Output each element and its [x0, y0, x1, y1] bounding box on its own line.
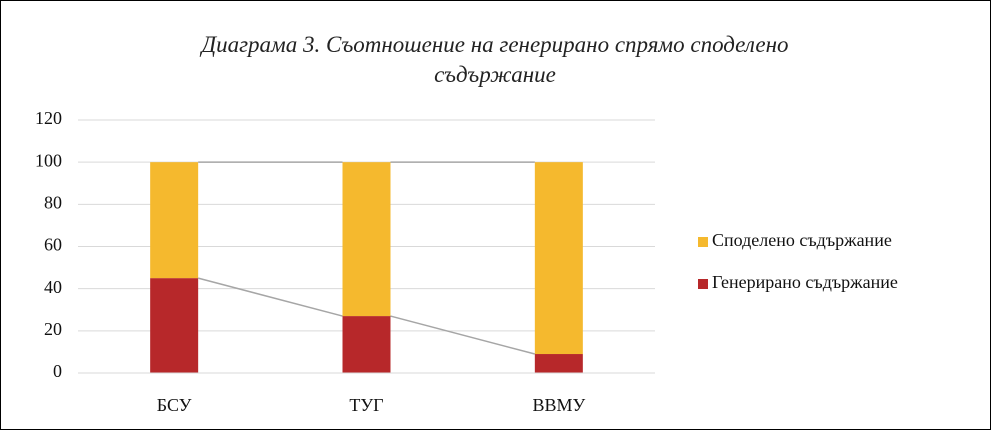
bar-segment: [150, 162, 199, 279]
legend-swatch: [698, 237, 708, 247]
x-tick-label: ВВМУ: [532, 395, 585, 415]
bar-segment: [342, 162, 391, 317]
y-tick-label: 0: [53, 361, 62, 381]
y-tick-label: 120: [35, 108, 62, 128]
chart-title: Диаграма 3. Съотношение на генерирано сп…: [201, 32, 789, 87]
bar-segment: [534, 354, 583, 373]
series-line: [390, 315, 536, 355]
bar-segment: [342, 316, 391, 373]
y-tick-label: 40: [44, 277, 62, 297]
x-tick-label: БСУ: [157, 395, 192, 415]
bar-segment: [150, 278, 199, 373]
y-tick-label: 100: [35, 150, 62, 170]
y-tick-label: 80: [44, 192, 62, 212]
y-tick-label: 20: [44, 319, 62, 339]
y-tick-label: 60: [44, 235, 62, 255]
x-tick-label: ТУГ: [349, 395, 383, 415]
legend-label: Споделено съдържание: [712, 230, 892, 250]
legend-swatch: [698, 279, 708, 289]
legend-label: Генерирано съдържание: [712, 272, 898, 292]
bar-segment: [534, 162, 583, 355]
series-line: [197, 277, 343, 317]
